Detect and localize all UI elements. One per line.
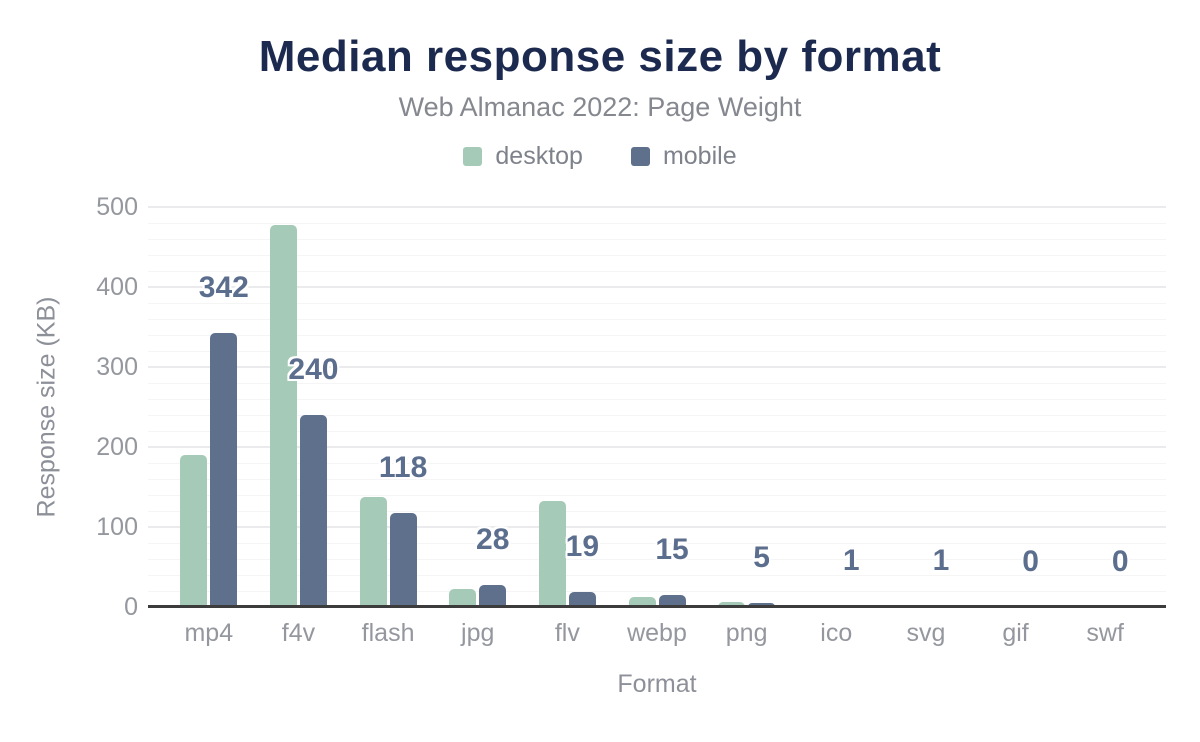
y-tick-label-0: 0	[124, 593, 138, 621]
major-gridline	[148, 206, 1166, 208]
minor-gridline	[148, 575, 1166, 576]
legend-item-mobile[interactable]: mobile	[630, 142, 737, 171]
y-tick-label-300: 300	[96, 353, 138, 381]
y-axis-title: Response size (KB)	[32, 296, 61, 518]
x-tick-label-f4v: f4v	[281, 619, 316, 647]
major-gridline	[148, 446, 1166, 448]
major-gridline	[148, 286, 1166, 288]
minor-gridline	[148, 543, 1166, 544]
minor-gridline	[148, 399, 1166, 400]
minor-gridline	[148, 239, 1166, 240]
legend-swatch-mobile	[630, 147, 650, 166]
y-tick-label-100: 100	[96, 513, 138, 541]
bar-desktop-flv[interactable]	[538, 500, 566, 607]
bar-mobile-flv[interactable]	[568, 591, 596, 607]
bar-desktop-flash[interactable]	[359, 496, 387, 607]
bar-mobile-f4v[interactable]	[299, 415, 327, 607]
data-label-mp4: 342	[198, 271, 249, 305]
x-axis-line	[148, 605, 1166, 608]
legend: desktop mobile	[0, 142, 1200, 171]
bar-desktop-f4v[interactable]	[269, 224, 297, 607]
minor-gridline	[148, 255, 1166, 256]
bar-desktop-mp4[interactable]	[180, 455, 208, 607]
x-tick-label-jpg: jpg	[461, 619, 495, 647]
data-label-gif: 0	[1022, 545, 1039, 578]
minor-gridline	[148, 271, 1166, 272]
minor-gridline	[148, 415, 1166, 416]
minor-gridline	[148, 495, 1166, 496]
major-gridline	[148, 366, 1166, 368]
data-label-flash: 118	[378, 450, 428, 484]
minor-gridline	[148, 383, 1166, 384]
x-tick-label-svg: svg	[906, 619, 946, 647]
legend-swatch-desktop	[463, 147, 483, 166]
x-tick-label-flash: flash	[361, 619, 415, 647]
y-tick-label-200: 200	[96, 433, 138, 461]
legend-label-desktop: desktop	[495, 142, 583, 170]
data-label-webp: 15	[655, 533, 689, 566]
data-label-png: 5	[753, 541, 770, 574]
minor-gridline	[148, 303, 1166, 304]
minor-gridline	[148, 559, 1166, 560]
x-tick-label-swf: swf	[1086, 619, 1124, 647]
bar-mobile-mp4[interactable]	[210, 333, 238, 607]
data-label-f4v: 240	[288, 353, 339, 386]
legend-label-mobile: mobile	[662, 142, 737, 170]
minor-gridline	[148, 591, 1166, 592]
minor-gridline	[148, 511, 1166, 512]
x-axis-title: Format	[617, 670, 697, 698]
minor-gridline	[148, 479, 1166, 480]
minor-gridline	[148, 463, 1166, 464]
x-tick-label-ico: ico	[820, 619, 853, 647]
x-tick-label-webp: webp	[627, 619, 687, 647]
major-gridline	[148, 526, 1166, 528]
bar-mobile-webp[interactable]	[658, 595, 686, 607]
data-label-flv: 19	[565, 529, 600, 563]
bar-desktop-webp[interactable]	[628, 597, 656, 607]
minor-gridline	[148, 431, 1166, 432]
chart-subtitle: Web Almanac 2022: Page Weight	[398, 92, 802, 122]
minor-gridline	[148, 351, 1166, 352]
data-label-jpg: 28	[476, 522, 510, 556]
y-tick-label-400: 400	[96, 273, 138, 301]
minor-gridline	[148, 335, 1166, 336]
bar-mobile-jpg[interactable]	[479, 584, 507, 607]
data-label-ico: 1	[842, 544, 860, 578]
bar-desktop-png[interactable]	[718, 602, 746, 607]
data-label-swf: 0	[1111, 545, 1129, 578]
x-tick-label-gif: gif	[1002, 619, 1029, 647]
x-tick-label-png: png	[725, 619, 768, 647]
x-tick-label-flv: flv	[554, 619, 580, 647]
data-label-svg: 1	[932, 544, 950, 578]
bar-mobile-flash[interactable]	[389, 512, 417, 607]
plot-area: 0 100 200 300 400 500 342 mp4 240 f4v 118 flash 28 jp…	[96, 193, 1166, 647]
y-tick-label-500: 500	[96, 193, 138, 221]
bar-desktop-jpg[interactable]	[449, 589, 477, 607]
legend-item-desktop[interactable]: desktop	[463, 142, 583, 171]
x-tick-label-mp4: mp4	[184, 619, 234, 647]
minor-gridline	[148, 223, 1166, 224]
chart-title: Median response size by format	[258, 32, 942, 81]
minor-gridline	[148, 319, 1166, 320]
